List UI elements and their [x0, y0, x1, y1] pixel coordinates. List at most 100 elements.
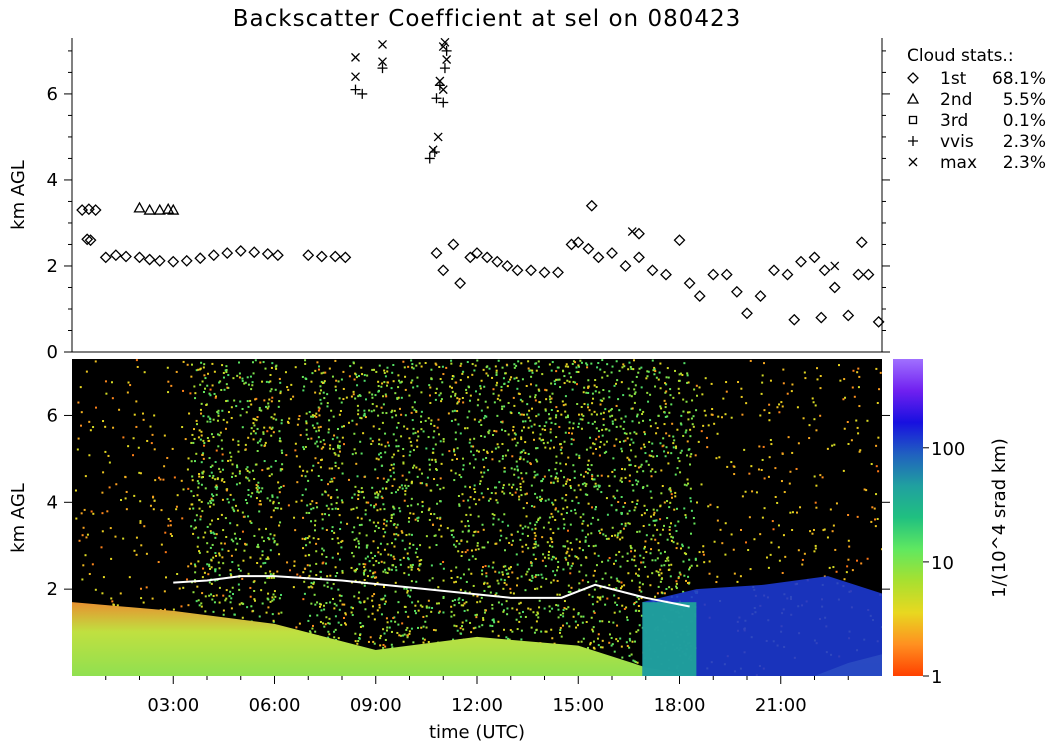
- heatmap-pixel: [279, 390, 282, 393]
- heatmap-pixel: [371, 368, 374, 371]
- heatmap-pixel: [190, 525, 193, 528]
- heatmap-pixel: [378, 453, 381, 456]
- heatmap-pixel: [336, 427, 339, 430]
- heatmap-pixel: [495, 384, 498, 387]
- heatmap-pixel: [378, 438, 381, 441]
- heatmap-pixel: [304, 475, 307, 478]
- heatmap-noise-pixel: [616, 624, 619, 627]
- heatmap-pixel: [461, 530, 464, 533]
- heatmap-pixel: [534, 587, 537, 590]
- heatmap-pixel: [203, 442, 206, 445]
- heatmap-pixel: [629, 443, 632, 446]
- heatmap-pixel: [665, 588, 668, 591]
- heatmap-pixel: [399, 563, 402, 566]
- heatmap-noise-pixel: [287, 421, 290, 424]
- heatmap-pixel: [239, 414, 242, 417]
- heatmap-noise-pixel: [521, 477, 524, 480]
- heatmap-noise-pixel: [354, 372, 357, 375]
- heatmap-pixel: [247, 572, 250, 575]
- heatmap-pixel: [570, 438, 573, 441]
- heatmap-pixel: [480, 492, 483, 495]
- heatmap-pixel: [679, 471, 682, 474]
- heatmap-pixel: [492, 523, 495, 526]
- heatmap-pixel: [306, 537, 309, 540]
- heatmap-noise-pixel: [363, 475, 366, 478]
- heatmap-noise-pixel: [681, 373, 684, 376]
- diamond-marker: [754, 290, 767, 303]
- heatmap-noise-pixel: [311, 624, 314, 627]
- heatmap-pixel: [369, 569, 372, 572]
- heatmap-pixel: [397, 386, 400, 389]
- heatmap-pixel: [190, 363, 193, 366]
- heatmap-pixel: [257, 481, 260, 484]
- heatmap-pixel: [675, 447, 678, 450]
- heatmap-pixel: [522, 480, 525, 483]
- heatmap-noise-pixel: [808, 424, 811, 427]
- heatmap-noise-pixel: [230, 607, 233, 610]
- heatmap-pixel: [562, 568, 565, 571]
- heatmap-pixel: [414, 551, 417, 554]
- heatmap-pixel: [392, 463, 395, 466]
- heatmap-pixel: [540, 573, 543, 576]
- heatmap-pixel: [236, 464, 239, 467]
- heatmap-pixel: [280, 422, 283, 425]
- heatmap-pixel: [597, 362, 600, 365]
- heatmap-pixel: [559, 462, 562, 465]
- heatmap-noise-pixel: [264, 441, 267, 444]
- legend-entry-label: 1st: [940, 69, 967, 89]
- heatmap-pixel: [690, 453, 693, 456]
- heatmap-pixel: [468, 399, 471, 402]
- heatmap-pixel: [440, 400, 443, 403]
- heatmap-noise-pixel: [342, 425, 345, 428]
- heatmap-noise-pixel: [663, 501, 666, 504]
- heatmap-noise-pixel: [357, 498, 360, 501]
- heatmap-noise-pixel: [879, 371, 882, 374]
- heatmap-noise-pixel: [534, 527, 537, 530]
- heatmap-pixel: [522, 420, 525, 423]
- heatmap-pixel: [190, 460, 193, 463]
- heatmap-pixel: [544, 446, 547, 449]
- heatmap-noise-pixel: [201, 576, 204, 579]
- heatmap-pixel: [241, 511, 244, 514]
- diamond-marker: [619, 260, 632, 272]
- heatmap-pixel: [400, 435, 403, 438]
- heatmap-pixel: [393, 478, 396, 481]
- heatmap-pixel: [351, 531, 354, 534]
- heatmap-pixel: [682, 560, 685, 563]
- heatmap-pixel: [466, 427, 469, 430]
- heatmap-pixel: [613, 475, 616, 478]
- heatmap-pixel: [365, 501, 368, 504]
- heatmap-noise-pixel: [592, 574, 595, 577]
- heatmap-pixel: [427, 417, 430, 420]
- heatmap-noise-pixel: [640, 561, 643, 564]
- heatmap-pixel: [340, 378, 343, 381]
- heatmap-noise-pixel: [665, 432, 668, 435]
- heatmap-pixel: [504, 372, 507, 375]
- heatmap-pixel: [508, 638, 511, 641]
- heatmap-pixel: [464, 485, 467, 488]
- heatmap-pixel: [278, 430, 281, 433]
- heatmap-pixel: [653, 373, 656, 376]
- heatmap-noise-pixel: [653, 511, 656, 514]
- heatmap-pixel: [681, 545, 684, 548]
- heatmap-pixel: [615, 360, 618, 363]
- heatmap-pixel: [556, 569, 559, 572]
- heatmap-noise-pixel: [81, 578, 84, 581]
- heatmap-pixel: [522, 426, 525, 429]
- heatmap-pixel: [240, 602, 243, 605]
- heatmap-pixel: [391, 416, 394, 419]
- heatmap-pixel: [228, 595, 231, 598]
- heatmap-pixel: [555, 436, 558, 439]
- heatmap-pixel: [454, 598, 457, 601]
- heatmap-noise-pixel: [660, 469, 663, 472]
- heatmap-pixel: [590, 413, 593, 416]
- heatmap-pixel: [403, 572, 406, 575]
- heatmap-pixel: [372, 425, 375, 428]
- heatmap-pixel: [502, 587, 505, 590]
- heatmap-pixel: [321, 518, 324, 521]
- heatmap-pixel: [408, 542, 411, 545]
- heatmap-noise-pixel: [379, 644, 382, 647]
- heatmap-pixel: [210, 501, 213, 504]
- heatmap-pixel: [411, 566, 414, 569]
- heatmap-noise-pixel: [670, 496, 673, 499]
